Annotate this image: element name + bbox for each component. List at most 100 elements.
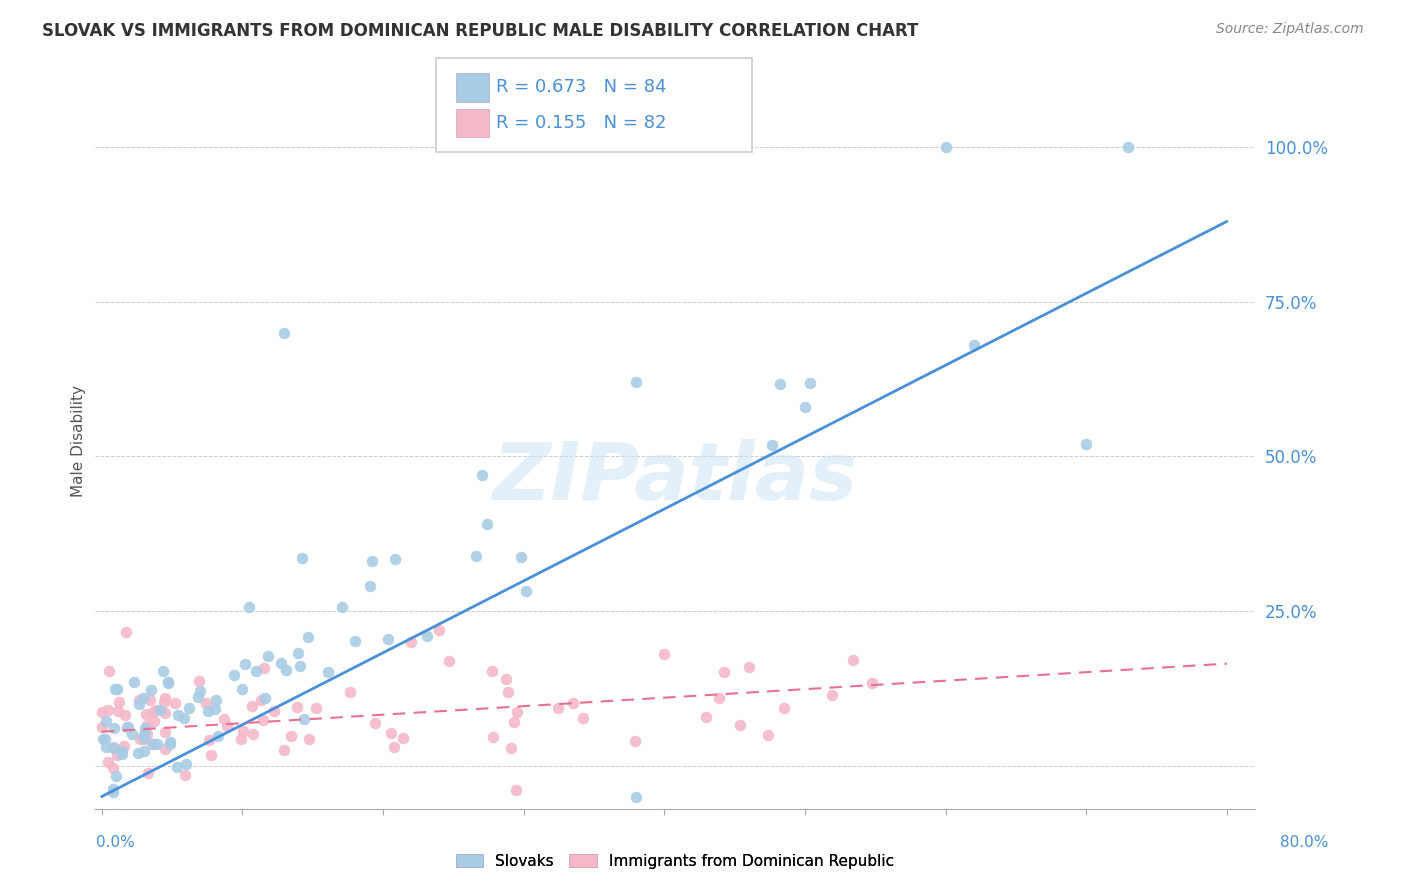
Point (135, 706, 157, 721)
Point (477, 516, 499, 531)
Point (200, 747, 222, 762)
Point (481, 664, 503, 678)
Point (624, 733, 647, 747)
Point (495, 673, 517, 687)
Point (273, 743, 295, 757)
Point (935, 140, 957, 154)
Point (127, 746, 149, 760)
Point (713, 665, 735, 680)
Point (121, 727, 143, 741)
Point (153, 706, 176, 720)
Point (252, 714, 274, 728)
Point (122, 674, 145, 689)
Point (297, 630, 319, 644)
Point (132, 727, 155, 741)
Point (728, 718, 751, 732)
Point (561, 696, 583, 710)
Point (821, 688, 844, 702)
Point (134, 731, 156, 746)
Point (799, 376, 821, 390)
Point (117, 720, 139, 734)
Point (128, 693, 150, 707)
Point (153, 690, 176, 705)
Point (152, 665, 174, 679)
Point (695, 710, 717, 724)
Point (142, 738, 165, 752)
Point (128, 697, 150, 711)
Point (547, 701, 569, 715)
Point (963, 338, 986, 352)
Point (318, 665, 340, 680)
Point (149, 702, 172, 716)
Point (111, 808, 134, 822)
Point (94, 714, 117, 728)
Point (505, 783, 527, 797)
Point (343, 633, 366, 648)
Point (233, 657, 256, 671)
Point (756, 728, 779, 742)
Point (624, 376, 647, 390)
Point (509, 549, 531, 564)
Point (287, 646, 309, 660)
Point (111, 744, 134, 758)
Point (263, 704, 285, 718)
Text: SLOVAK VS IMMIGRANTS FROM DOMINICAN REPUBLIC MALE DISABILITY CORRELATION CHART: SLOVAK VS IMMIGRANTS FROM DOMINICAN REPU… (42, 22, 918, 40)
Point (195, 696, 218, 710)
Point (159, 737, 181, 751)
Point (165, 696, 187, 710)
Point (101, 785, 124, 799)
Point (773, 701, 796, 715)
Point (114, 739, 136, 753)
Point (177, 700, 200, 714)
Point (91, 720, 114, 734)
Point (129, 731, 152, 746)
Point (238, 599, 260, 614)
Point (132, 731, 155, 746)
Text: ZIPatlas: ZIPatlas (492, 439, 858, 516)
Point (166, 760, 188, 774)
Point (572, 711, 595, 725)
Point (96, 740, 118, 755)
Text: R = 0.673   N = 84: R = 0.673 N = 84 (496, 78, 666, 96)
Text: Source: ZipAtlas.com: Source: ZipAtlas.com (1216, 22, 1364, 37)
Point (254, 691, 277, 706)
Point (416, 630, 439, 644)
Point (100, 808, 122, 822)
Point (364, 715, 387, 730)
Point (231, 682, 253, 697)
Point (117, 720, 139, 734)
Point (392, 731, 415, 746)
Point (91, 732, 114, 747)
Point (135, 727, 157, 741)
Point (287, 700, 309, 714)
Point (107, 695, 129, 709)
Point (217, 719, 239, 733)
Point (842, 653, 865, 667)
Point (141, 737, 163, 751)
Text: 80.0%: 80.0% (1281, 836, 1329, 850)
Point (652, 648, 675, 662)
Point (101, 761, 124, 775)
Point (498, 684, 520, 698)
Point (505, 705, 527, 719)
Point (257, 648, 280, 663)
Point (141, 683, 163, 698)
Point (114, 707, 136, 722)
Point (359, 579, 381, 593)
Point (97, 756, 120, 770)
Point (207, 730, 229, 744)
Point (204, 693, 226, 707)
Point (377, 632, 399, 646)
Point (499, 741, 522, 756)
Y-axis label: Male Disability: Male Disability (72, 385, 86, 497)
Point (222, 668, 245, 682)
Point (253, 661, 276, 675)
Point (105, 681, 128, 696)
Point (173, 710, 195, 724)
Legend: Slovaks, Immigrants from Dominican Republic: Slovaks, Immigrants from Dominican Repub… (450, 847, 900, 875)
Point (273, 326, 295, 340)
Point (737, 659, 759, 673)
Point (104, 769, 127, 783)
Point (232, 723, 254, 738)
Point (280, 730, 302, 744)
